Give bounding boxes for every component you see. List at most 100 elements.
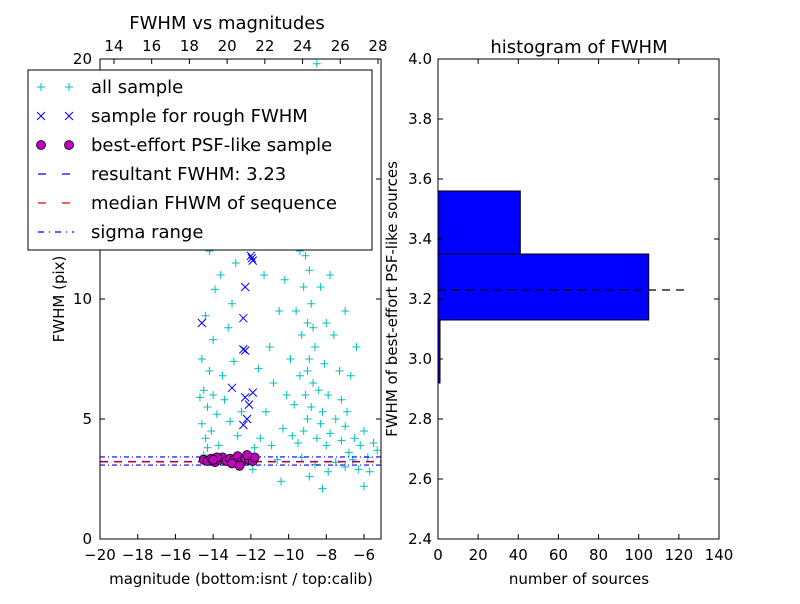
right-ticks: 0 20 40 60 80 100 120 140 2.4 2.6 2.8 3.0 3.2 3.4 3.6 3…	[408, 50, 733, 564]
left-x-axis-label: magnitude (bottom:isnt / top:calib)	[109, 570, 373, 588]
all-sample-point	[305, 355, 314, 363]
all-sample-point	[199, 386, 208, 395]
x-tick-label: −20	[84, 546, 116, 564]
all-sample-point	[344, 448, 353, 457]
all-sample-point	[360, 482, 369, 491]
all-sample-point	[197, 355, 206, 363]
circle-marker-icon	[64, 140, 74, 150]
rough-sample-point	[248, 388, 258, 397]
all-sample-point	[322, 441, 331, 450]
all-sample-point	[329, 331, 338, 339]
rough-sample-point	[246, 251, 256, 261]
top-x-tick-label: 22	[255, 37, 274, 55]
rough-sample-point	[247, 253, 257, 263]
x-marker-icon	[36, 111, 46, 121]
left-chart-title: FWHM vs magnitudes	[129, 13, 324, 34]
top-x-tick-label: 26	[331, 37, 350, 55]
all-sample-point	[265, 343, 274, 351]
all-sample-point	[318, 407, 327, 416]
all-sample-point	[211, 285, 220, 294]
rough-sample-point	[240, 346, 250, 355]
all-sample-point	[260, 271, 269, 279]
all-sample-point	[214, 441, 223, 450]
y-tick-label: 2.6	[408, 470, 432, 488]
all-sample-point	[320, 359, 329, 368]
histogram-bar	[437, 190, 521, 255]
right-y-axis-label: FWHM of best-effort PSF-like sources	[383, 161, 401, 437]
all-sample-point	[324, 391, 333, 399]
all-sample-point	[331, 415, 340, 423]
right-histogram: histogram of FWHM 0 20 40 60 80 100 120 140 2.4 2…	[383, 37, 733, 588]
all-sample-point	[369, 439, 378, 447]
x-tick-label: 120	[665, 546, 694, 564]
all-sample-point	[273, 455, 282, 464]
right-plot-area	[437, 190, 689, 384]
legend-label: sample for rough FWHM	[91, 106, 308, 127]
left-ticks: −20 −18 −16 −14 −12 −10 −8 −6 14 16 18 20 22 24 26 28 0 5…	[73, 37, 388, 564]
legend-item: all sample	[37, 77, 183, 98]
rough-sample-point	[248, 256, 258, 265]
legend-label: resultant FWHM: 3.23	[91, 164, 286, 185]
legend-item: resultant FWHM: 3.23	[38, 164, 286, 185]
top-x-tick-label: 14	[104, 37, 123, 55]
all-sample-point	[341, 307, 350, 315]
all-sample-point	[228, 299, 237, 308]
y-tick-label: 3.2	[408, 290, 432, 308]
all-sample-point	[301, 251, 310, 260]
y-tick-label: 2.8	[408, 410, 432, 428]
all-sample-point	[282, 391, 291, 399]
all-sample-point	[346, 371, 355, 380]
plus-marker-icon	[37, 83, 45, 91]
all-sample-point	[261, 407, 270, 416]
legend-item: median FHWM of sequence	[38, 193, 337, 214]
all-sample-point	[299, 427, 308, 435]
all-sample-point	[360, 427, 369, 435]
right-chart-title: histogram of FWHM	[490, 37, 667, 58]
x-tick-label: −16	[160, 546, 192, 564]
all-sample-point	[335, 367, 344, 375]
best-effort-point	[208, 454, 219, 465]
rough-sample-point	[242, 414, 252, 424]
all-sample-point	[207, 427, 216, 435]
rough-sample-point	[238, 420, 248, 430]
legend-label: best-effort PSF-like sample	[91, 135, 332, 156]
y-tick-label: 4.0	[408, 50, 432, 68]
all-sample-point	[310, 343, 319, 351]
all-sample-point	[288, 431, 297, 440]
rough-sample-point	[240, 282, 250, 292]
all-sample-point	[280, 275, 289, 284]
all-sample-point	[301, 391, 310, 399]
all-sample-point	[318, 484, 327, 493]
all-sample-point	[203, 443, 212, 452]
all-sample-point	[322, 319, 331, 327]
all-sample-point	[365, 467, 374, 476]
rough-sample-point	[227, 383, 237, 393]
all-sample-point	[220, 395, 229, 404]
left-scatter-plot: FWHM vs magnitudes −20 −18 −16 −14 −12 −10 −8−…	[27, 13, 388, 588]
all-sample-point	[209, 335, 218, 344]
top-x-tick-label: 16	[142, 37, 161, 55]
legend-label: sigma range	[91, 222, 203, 243]
top-x-tick-label: 18	[180, 37, 199, 55]
all-sample-point	[250, 443, 259, 452]
rough-sample-point	[238, 313, 248, 323]
y-tick-label: 3.0	[408, 350, 432, 368]
x-tick-label: 100	[624, 546, 653, 564]
left-y-axis-label: FWHM (pix)	[50, 256, 68, 343]
rough-sample-point	[244, 400, 254, 409]
top-x-tick-label: 28	[368, 37, 387, 55]
x-tick-label: 40	[509, 546, 528, 564]
all-sample-point	[326, 429, 335, 438]
legend-label: all sample	[91, 77, 183, 98]
all-sample-point	[201, 311, 210, 320]
rough-sample-point	[240, 393, 250, 402]
x-tick-label: 0	[433, 546, 443, 564]
all-sample-point	[350, 434, 359, 443]
all-sample-point	[305, 266, 314, 275]
all-sample-point	[209, 391, 218, 399]
legend-item: sample for rough FWHM	[36, 106, 308, 127]
y-tick-label: 5	[82, 410, 92, 428]
all-sample-point	[297, 331, 306, 339]
all-sample-point	[290, 400, 299, 409]
